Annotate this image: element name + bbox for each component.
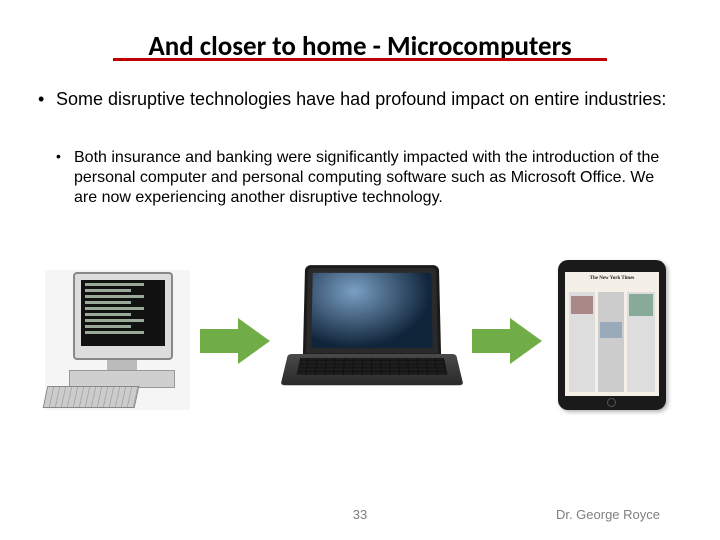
bullet-level-1-text: Some disruptive technologies have had pr… <box>56 88 680 111</box>
crt-monitor-icon <box>73 272 173 360</box>
tablet-image: The New York Times <box>558 260 666 410</box>
author-footer: Dr. George Royce <box>556 507 660 522</box>
tablet-headline: The New York Times <box>569 276 655 281</box>
title-underline <box>113 58 607 61</box>
old-computer-image <box>45 270 190 410</box>
home-button-icon <box>607 398 616 407</box>
bullet-level-2: • Both insurance and banking were signif… <box>56 148 660 208</box>
arrow-right-icon <box>472 318 542 364</box>
bullet-dot: • <box>56 148 61 166</box>
bullet-dot: • <box>38 88 44 111</box>
bullet-level-2-text: Both insurance and banking were signific… <box>74 148 660 208</box>
keyboard-icon <box>43 386 140 408</box>
laptop-image <box>282 258 462 418</box>
arrow-right-icon <box>200 318 270 364</box>
bullet-level-1: • Some disruptive technologies have had … <box>38 88 680 111</box>
